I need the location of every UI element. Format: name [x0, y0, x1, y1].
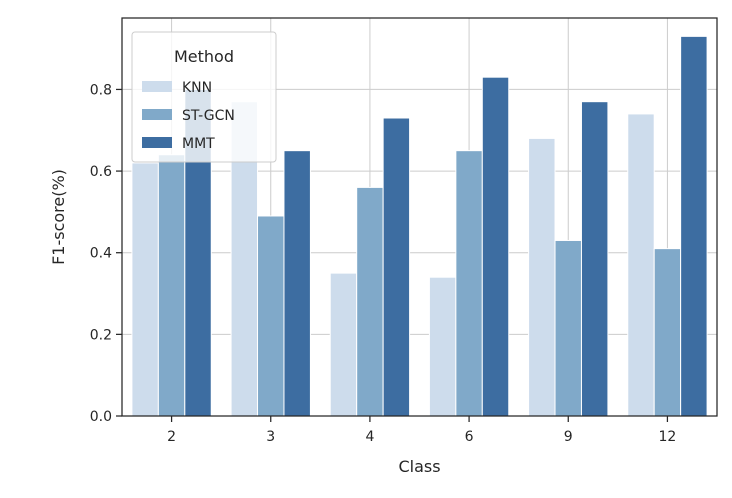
y-tick-label: 0.2: [90, 327, 112, 343]
y-tick-label: 0.4: [90, 246, 112, 262]
legend-swatch: [142, 137, 172, 148]
bar-st-gcn-class-12: [653, 248, 682, 417]
bar-st-gcn-class-3: [257, 215, 285, 417]
legend: Method KNN ST-GCN MMT: [131, 31, 277, 163]
legend-swatch: [142, 109, 172, 120]
x-axis-ticks: 2 3 4 6 9 12: [167, 416, 676, 445]
legend-label: MMT: [182, 136, 215, 152]
bar-st-gcn-class-2: [157, 154, 186, 417]
bar-st-gcn-class-9: [554, 239, 582, 417]
bar-knn-class-2: [131, 162, 159, 417]
x-tick-label: 4: [365, 429, 374, 445]
bar-mmt-class-6: [481, 76, 510, 417]
y-axis-ticks: 0.0 0.2 0.4 0.6 0.8: [90, 82, 122, 425]
bar-mmt-class-9: [580, 101, 609, 417]
bar-st-gcn-class-6: [455, 150, 483, 417]
x-tick-label: 3: [266, 429, 275, 445]
legend-box: [131, 31, 277, 163]
x-tick-label: 9: [564, 429, 573, 445]
y-axis-title: F1-score(%): [49, 169, 68, 265]
bar-mmt-class-12: [680, 35, 708, 417]
bar-mmt-class-3: [283, 150, 311, 417]
x-tick-label: 12: [659, 429, 677, 445]
y-tick-label: 0.6: [90, 164, 112, 180]
plot-frame: [121, 17, 718, 417]
legend-label: ST-GCN: [182, 108, 235, 124]
legend-title: Method: [174, 47, 234, 66]
legend-swatch: [142, 81, 172, 92]
x-axis-title: Class: [398, 457, 440, 476]
bar-knn-class-4: [329, 272, 358, 417]
x-tick-label: 2: [167, 429, 176, 445]
x-tick-label: 6: [465, 429, 474, 445]
legend-label: KNN: [182, 80, 212, 96]
bar-mmt-class-4: [382, 117, 411, 417]
y-tick-label: 0.8: [90, 82, 112, 98]
y-tick-label: 0.0: [90, 409, 112, 425]
bar-knn-class-6: [428, 276, 457, 417]
bar-knn-class-9: [528, 137, 556, 417]
bar-knn-class-12: [627, 113, 655, 417]
bar-st-gcn-class-4: [356, 186, 384, 417]
